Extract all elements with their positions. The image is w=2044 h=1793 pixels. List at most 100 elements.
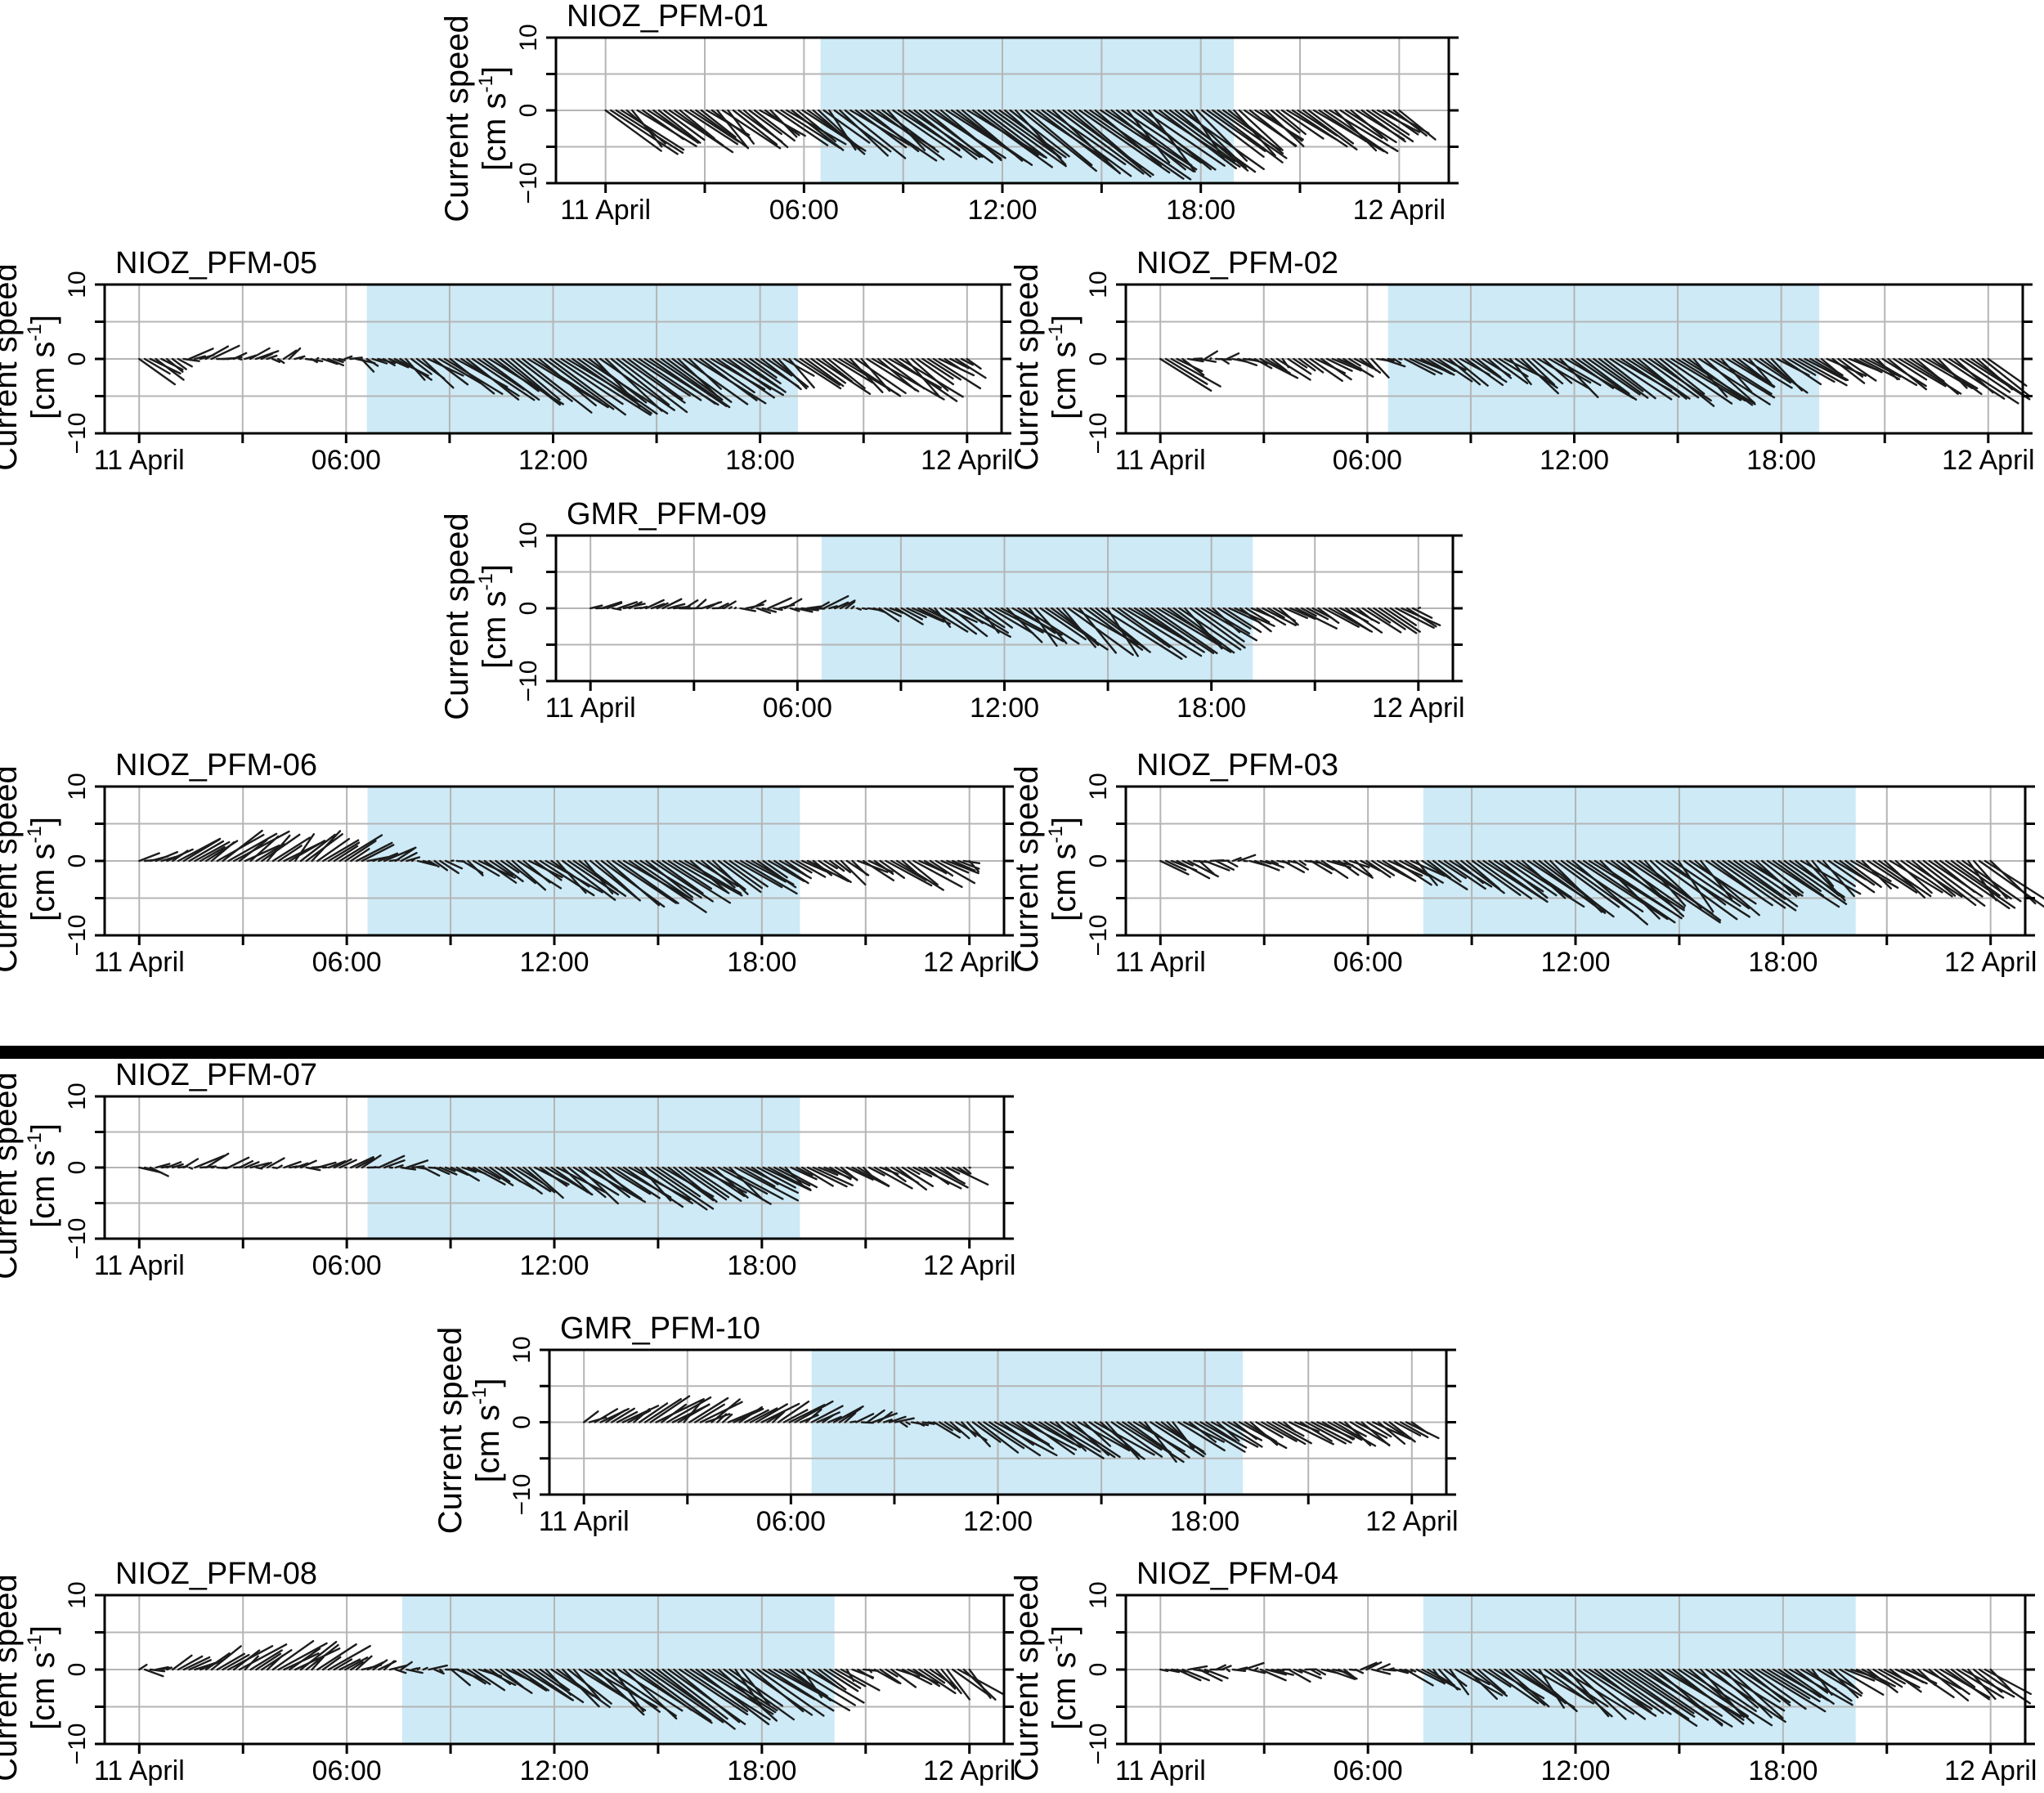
current-stick bbox=[1649, 859, 1703, 909]
current-stick bbox=[989, 607, 1034, 634]
x-tick-label: 18:00 bbox=[1748, 947, 1818, 978]
current-stick bbox=[606, 859, 661, 907]
current-stick bbox=[238, 1159, 254, 1169]
current-stick bbox=[732, 109, 778, 146]
current-stick bbox=[1410, 859, 1446, 877]
y-axis-label: Current speed bbox=[0, 263, 24, 470]
y-tick-label: −10 bbox=[64, 1218, 91, 1260]
x-tick-label: 12 April bbox=[923, 1250, 1015, 1281]
current-stick bbox=[873, 859, 894, 876]
current-stick bbox=[182, 357, 200, 362]
current-stick bbox=[483, 1166, 514, 1186]
current-stick bbox=[1659, 357, 1706, 395]
current-stick bbox=[856, 607, 862, 611]
current-stick bbox=[1845, 1668, 1876, 1682]
current-stick bbox=[1889, 1668, 1922, 1693]
current-stick bbox=[171, 1654, 193, 1671]
current-stick bbox=[599, 357, 675, 411]
current-stick bbox=[1720, 357, 1753, 393]
panel-title: NIOZ_PFM-03 bbox=[1136, 748, 1338, 782]
current-stick bbox=[1134, 607, 1205, 653]
current-stick bbox=[1150, 1421, 1205, 1458]
current-stick bbox=[899, 1421, 908, 1428]
current-stick bbox=[778, 1166, 818, 1189]
current-stick bbox=[556, 859, 587, 894]
current-stick bbox=[1609, 357, 1673, 401]
current-stick bbox=[400, 1166, 417, 1171]
current-stick bbox=[1733, 1668, 1781, 1703]
current-stick bbox=[1898, 357, 1947, 388]
current-stick bbox=[923, 859, 948, 875]
current-stick bbox=[232, 352, 248, 361]
current-stick bbox=[649, 1395, 691, 1423]
current-stick bbox=[1934, 1668, 1970, 1696]
current-stick bbox=[628, 859, 707, 913]
current-stick bbox=[617, 859, 679, 904]
current-stick bbox=[533, 1668, 585, 1704]
current-stick bbox=[522, 859, 551, 884]
current-stick bbox=[1265, 1668, 1288, 1676]
current-stick bbox=[1378, 607, 1418, 634]
current-stick bbox=[777, 357, 808, 390]
current-stick bbox=[288, 347, 302, 361]
current-stick bbox=[760, 357, 802, 391]
current-stick bbox=[650, 603, 666, 610]
current-stick bbox=[310, 357, 318, 364]
y-tick-label: 10 bbox=[64, 773, 91, 800]
current-stick bbox=[1432, 859, 1462, 883]
current-stick bbox=[773, 607, 783, 612]
current-stick bbox=[182, 1158, 199, 1169]
y-tick-label: −10 bbox=[515, 163, 542, 204]
current-stick bbox=[1509, 357, 1532, 386]
current-stick bbox=[1643, 859, 1687, 907]
panel-separator-bar bbox=[0, 1046, 2044, 1059]
current-stick bbox=[405, 357, 426, 381]
current-stick bbox=[1376, 1663, 1391, 1671]
current-stick bbox=[350, 1156, 374, 1169]
current-stick bbox=[244, 1161, 260, 1169]
current-stick bbox=[946, 1166, 961, 1175]
current-stick bbox=[1587, 357, 1641, 396]
current-stick bbox=[1748, 357, 1773, 385]
current-stick bbox=[1544, 1668, 1589, 1702]
current-stick bbox=[723, 1668, 796, 1721]
x-tick-label: 12:00 bbox=[1540, 947, 1610, 978]
current-stick bbox=[1326, 1668, 1356, 1680]
current-stick bbox=[594, 859, 639, 899]
current-stick bbox=[940, 1668, 962, 1695]
current-stick bbox=[1105, 1421, 1141, 1460]
current-stick bbox=[1311, 1421, 1352, 1444]
current-stick bbox=[886, 109, 926, 151]
x-tick-label: 11 April bbox=[94, 1250, 185, 1281]
current-stick bbox=[1255, 1421, 1284, 1439]
current-stick bbox=[1302, 109, 1358, 151]
unit-superscript: -1 bbox=[24, 1132, 46, 1150]
current-stick bbox=[1872, 859, 1916, 890]
current-stick bbox=[1989, 1668, 2015, 1694]
current-stick bbox=[249, 835, 280, 863]
current-stick bbox=[1887, 357, 1928, 391]
current-stick bbox=[1409, 357, 1443, 375]
current-stick bbox=[661, 1668, 728, 1720]
current-stick bbox=[866, 1409, 885, 1423]
current-stick bbox=[921, 357, 954, 380]
current-stick bbox=[394, 1668, 407, 1674]
current-stick bbox=[283, 1160, 302, 1169]
current-stick bbox=[1094, 1421, 1155, 1456]
current-stick bbox=[1809, 357, 1849, 381]
unit-close: ] bbox=[25, 315, 61, 324]
current-stick bbox=[1710, 859, 1764, 900]
current-stick bbox=[143, 1668, 164, 1678]
current-stick bbox=[1944, 1668, 1990, 1701]
current-stick bbox=[1253, 859, 1280, 872]
current-stick bbox=[227, 1156, 250, 1169]
current-stick bbox=[988, 109, 1067, 168]
current-stick bbox=[901, 859, 922, 878]
current-stick bbox=[277, 1164, 283, 1169]
current-stick bbox=[962, 1166, 972, 1175]
current-stick bbox=[1163, 109, 1236, 163]
current-stick bbox=[651, 1166, 715, 1210]
current-stick bbox=[1548, 357, 1592, 384]
current-stick bbox=[1195, 109, 1248, 162]
current-stick bbox=[700, 109, 737, 138]
